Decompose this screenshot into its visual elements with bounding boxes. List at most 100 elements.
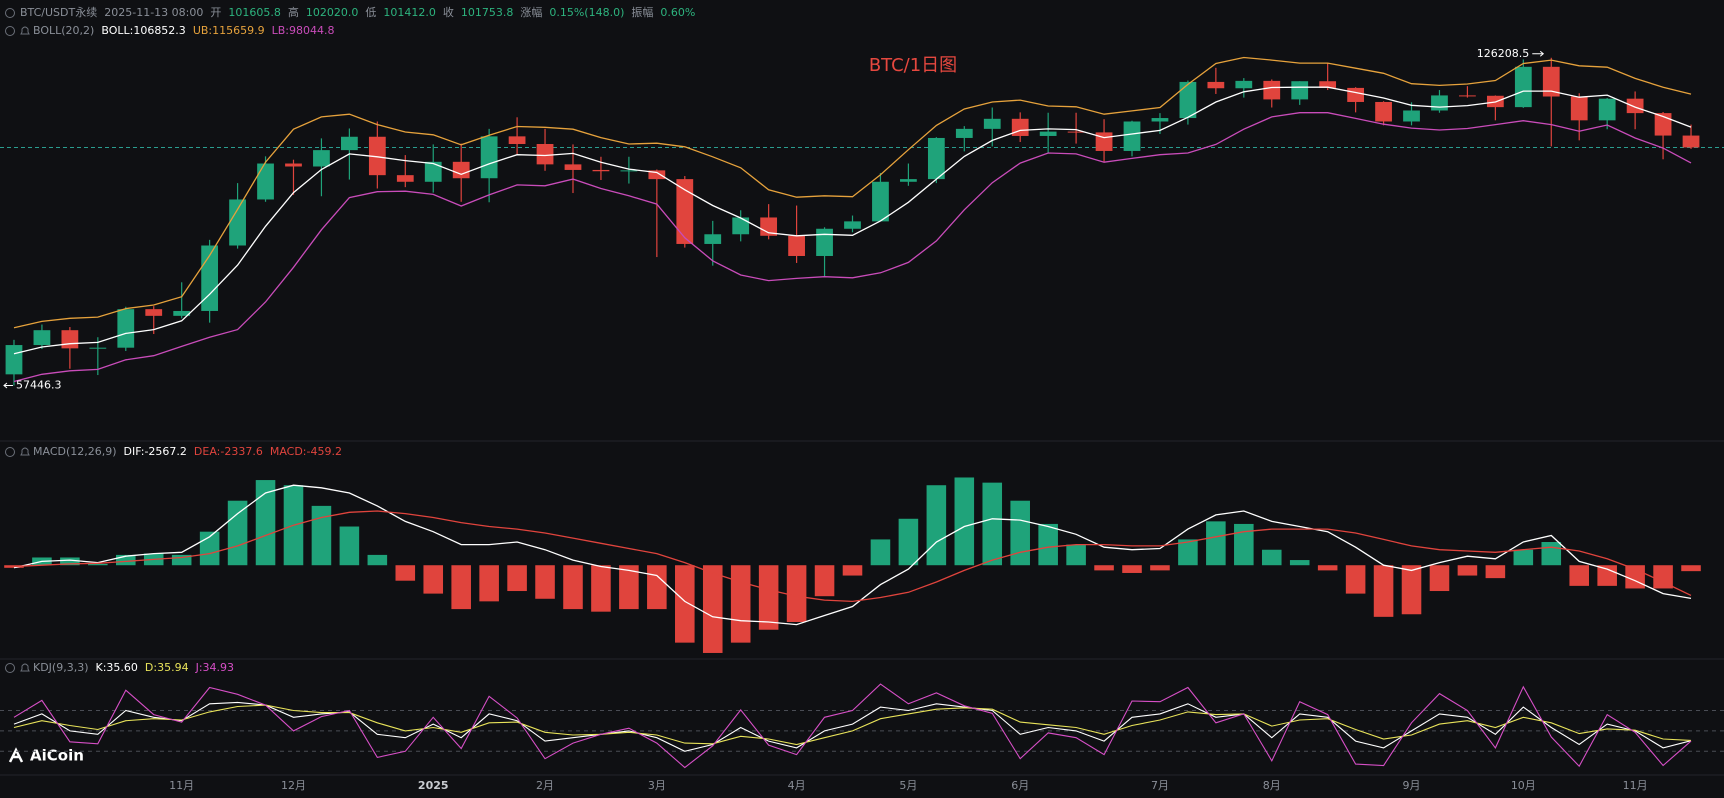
macd-bar [563, 565, 583, 610]
candle-body [1291, 81, 1309, 100]
readout: K:35.60 [96, 661, 138, 674]
macd-bar [954, 477, 975, 566]
macd-bar [1373, 565, 1394, 617]
x-tick-label: 4月 [788, 779, 806, 792]
macd-bar [1541, 542, 1562, 566]
low-marker: 57446.3 [16, 378, 62, 391]
candle-body [1626, 98, 1644, 114]
macd-bar [1569, 565, 1590, 586]
candle-body [648, 170, 666, 180]
candle-body [732, 217, 750, 235]
x-tick-label: 9月 [1403, 779, 1421, 792]
candle-body [1179, 81, 1197, 119]
x-tick-label: 2月 [536, 779, 554, 792]
macd-bar [1261, 549, 1282, 566]
candle-body [368, 136, 386, 176]
candle-body [1375, 101, 1392, 122]
candle-body [1263, 80, 1281, 100]
eye-icon [5, 8, 15, 18]
candle-body [1570, 96, 1588, 121]
readout: 0.60% [660, 6, 695, 19]
x-tick-label: 7月 [1151, 779, 1169, 792]
macd-bar [619, 565, 639, 610]
candle-body [788, 235, 805, 256]
candle-body [480, 136, 498, 179]
readout: 开 [210, 6, 221, 19]
macd-bar [1681, 565, 1701, 572]
candle-body [816, 228, 833, 256]
macd-bar [451, 565, 471, 610]
macd-bar [367, 554, 388, 566]
candle-body [5, 345, 23, 375]
high-marker: 126208.5 [1477, 47, 1530, 60]
indicator-line [13, 484, 1692, 626]
macd-bar [1429, 565, 1450, 592]
macd-bar [982, 482, 1003, 566]
macd-bar [1597, 565, 1617, 586]
readout: 101412.0 [383, 6, 436, 19]
candle-body [564, 164, 582, 170]
candle-body [1598, 98, 1616, 121]
candle-body [117, 309, 135, 348]
macd-bar [591, 565, 611, 612]
candle-body [285, 163, 302, 167]
candle-body [173, 310, 191, 316]
readout: 低 [365, 6, 376, 19]
bell-icon [20, 26, 30, 35]
readout: 高 [288, 5, 299, 19]
candle-body [1151, 118, 1169, 122]
candle-body [508, 136, 526, 144]
candle-body [1207, 81, 1225, 89]
macd-bar [1122, 565, 1142, 573]
macd-bar [535, 565, 555, 599]
candle-body [229, 199, 246, 246]
x-tick-label: 5月 [899, 779, 917, 792]
readout: BOLL(20,2) [33, 24, 94, 37]
indicator-line [13, 56, 1692, 329]
macd-bar [1094, 565, 1114, 571]
macd-bar [115, 554, 136, 566]
macd-bar [395, 565, 416, 581]
readout: UB:115659.9 [193, 24, 265, 37]
macd-bar [227, 500, 248, 566]
candle-body [341, 136, 358, 151]
macd-bar [842, 565, 863, 576]
macd-bar [479, 565, 499, 602]
readout: 102020.0 [306, 6, 359, 19]
x-tick-label: 11月 [169, 779, 194, 792]
candle-body [1403, 110, 1420, 122]
macd-bar [758, 565, 779, 630]
candle-body [145, 309, 163, 316]
candle-body [424, 161, 442, 182]
macd-bar [4, 565, 24, 568]
candle-body [1067, 131, 1085, 133]
macd-bar [675, 565, 695, 643]
readout: 2025-11-13 08:00 [104, 6, 203, 19]
macd-bar [1457, 565, 1478, 576]
macd-bar [1289, 560, 1310, 566]
macd-bar [1653, 565, 1673, 589]
candle-body [33, 330, 51, 346]
macd-bar [814, 565, 835, 597]
macd-bar [1513, 549, 1534, 566]
macd-bar [926, 485, 947, 566]
indicator-line [13, 112, 1692, 383]
macd-bar [1010, 500, 1030, 566]
macd-bar [1234, 523, 1254, 566]
candle-body [872, 181, 889, 222]
macd-bar [730, 565, 751, 643]
bell-icon [20, 447, 30, 456]
candle-body [704, 234, 722, 244]
macd-bar [1345, 565, 1366, 594]
watermark-logo [8, 747, 24, 763]
marker-arrow [1532, 50, 1545, 57]
candle-body [1514, 66, 1532, 108]
macd-bar [870, 539, 891, 566]
readout: DIF:-2567.2 [124, 445, 187, 458]
candle-body [1011, 118, 1029, 136]
marker-arrow [3, 382, 13, 389]
macd-bar [702, 565, 723, 653]
macd-bar [898, 518, 919, 566]
readout: 0.15%(148.0) [549, 6, 624, 19]
